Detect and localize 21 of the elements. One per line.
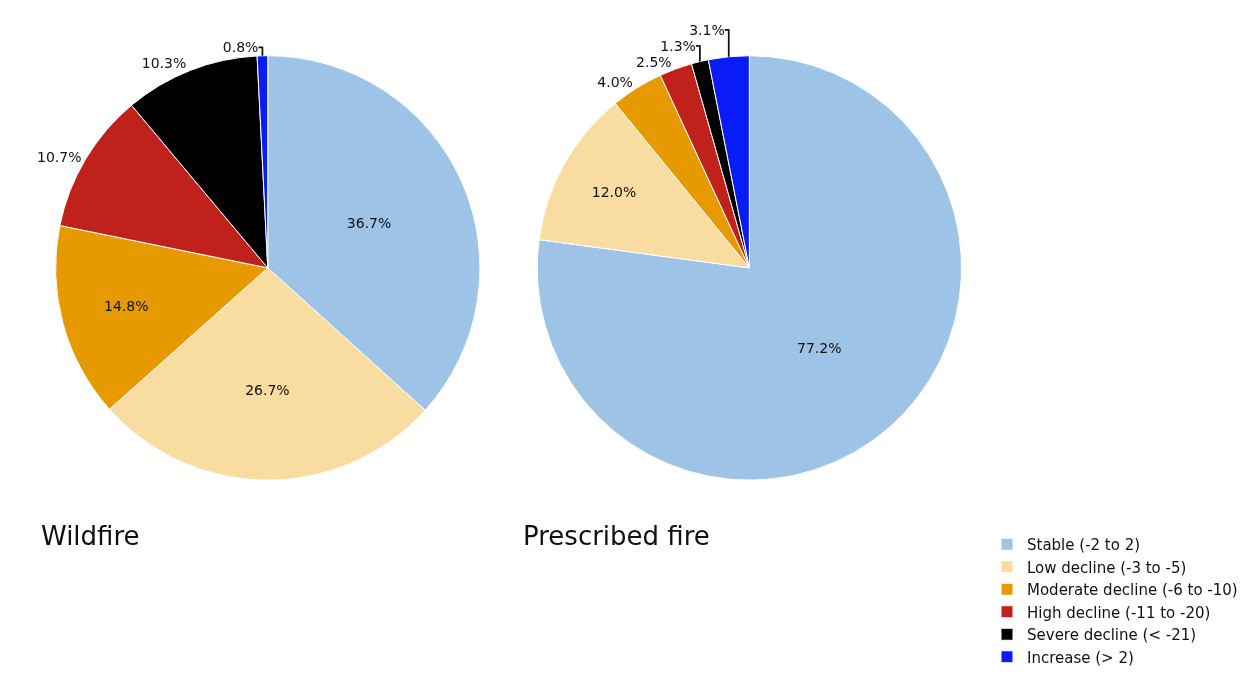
data-label: 2.5% xyxy=(636,53,672,70)
data-label: 4.0% xyxy=(597,74,633,91)
data-label: 14.8% xyxy=(104,298,149,315)
legend-label: Moderate decline (-6 to -10) xyxy=(1027,581,1238,600)
data-label: 36.7% xyxy=(346,214,392,231)
data-label: 77.2% xyxy=(796,339,842,356)
legend-label: High decline (-11 to -20) xyxy=(1027,603,1211,622)
data-label: 3.1% xyxy=(689,21,725,38)
legend-label: Stable (-2 to 2) xyxy=(1027,536,1141,555)
text: Wildfire xyxy=(41,521,140,551)
pie-slice xyxy=(536,55,962,481)
legend-label: Low decline (-3 to -5) xyxy=(1027,558,1187,577)
data-label: 26.7% xyxy=(245,381,290,398)
data-label: 10.3% xyxy=(141,55,187,72)
data-label: 1.3% xyxy=(660,37,696,54)
text: Prescribed fire xyxy=(523,521,710,551)
legend-label: Increase (> 2) xyxy=(1027,648,1134,667)
data-label: 10.7% xyxy=(36,149,82,166)
legend-label: Severe decline (< -21) xyxy=(1027,626,1197,645)
data-label: 0.8% xyxy=(222,39,259,56)
data-label: 12.0% xyxy=(591,184,637,201)
